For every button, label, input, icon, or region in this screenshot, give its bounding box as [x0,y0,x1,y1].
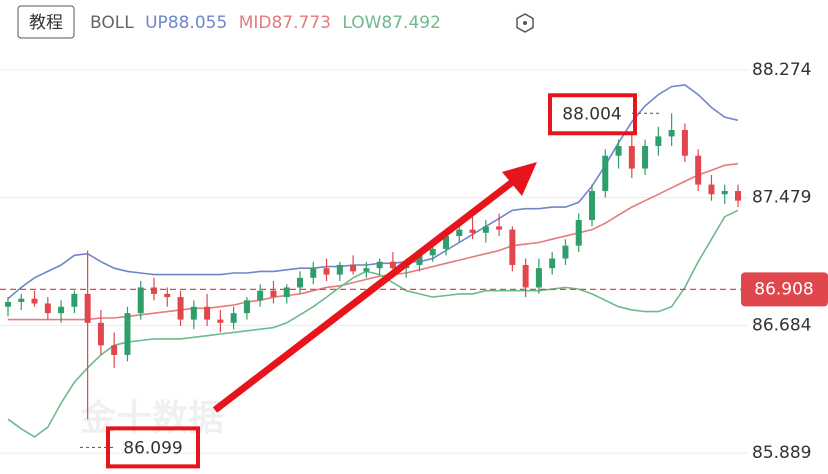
current-price-tag [741,272,828,307]
indicator: BOLL [90,13,134,33]
settings-icon-dot [523,21,527,25]
upper-value: 88.055 [168,13,227,33]
candle-body [84,293,91,323]
tutorial-button[interactable] [17,5,75,39]
candle-body [124,313,131,355]
candle-body [522,264,529,288]
candle-body [44,303,51,314]
candle-body [283,287,290,298]
y-tick-label: 88.274 [752,60,811,80]
arrow-head [502,162,537,196]
candle-body [509,229,516,265]
y-tick-label: 87.479 [752,188,811,208]
candle-body [443,236,449,249]
candle-body [97,322,104,346]
candle-body [137,287,144,314]
candle-body [177,297,184,320]
candle-body [535,268,542,288]
candle-body [257,290,264,301]
candle-body [270,290,277,298]
candle-body [416,255,423,265]
middle-value: 87.773 [271,13,330,33]
candle-body [735,191,741,201]
low-marker-label: 86.099 [123,438,182,458]
tutorial-label[interactable]: 教程 [29,13,63,33]
candle-body [695,155,702,185]
candle-body [549,258,556,269]
lower-value: 87.492 [381,13,440,33]
upper-label: UP [145,13,168,33]
candle-body [482,226,489,233]
candle-body [5,301,11,307]
candle-body [297,277,303,288]
candle-body [708,184,715,195]
candle-body [164,293,171,298]
candle-body [389,261,396,269]
candle-body [602,155,609,192]
candle-body [721,191,728,195]
candle-body [243,300,250,314]
candle-body [310,268,317,278]
watermark: 金十数据 [79,397,224,439]
candle-body [323,268,330,275]
overlay: 88.004 86.099 [80,93,662,469]
candle-body [575,219,582,246]
candle-body [668,129,675,137]
candle-body [655,136,662,147]
candle-body [376,261,383,269]
candle-body [469,229,476,233]
arrow-shaft [212,177,518,413]
candle-body [18,298,25,302]
candle-body [230,313,237,323]
candle-body [562,245,569,259]
y-tick-label: 85.889 [752,443,811,463]
candle-body [496,226,503,230]
middle-label: MID [239,13,272,33]
candle-body [151,287,157,294]
candle-body [429,248,436,256]
candle-body [350,264,357,272]
candle-body [190,306,197,320]
candle-body [58,306,65,314]
candle-body [217,319,224,323]
candle-body [31,298,38,304]
candle-body [204,306,211,320]
candle-body [363,268,370,272]
candle-body [589,191,595,220]
y-tick-label: 86.684 [752,315,811,335]
high-marker-label: 88.004 [562,104,621,124]
candle-body [456,229,463,237]
candle-body [615,146,622,156]
boll-header: BOLL UP88.055 MID87.773 LOW87.492 [90,13,441,33]
candle-body [628,146,635,169]
candle-body [111,345,118,355]
settings-icon[interactable] [516,13,534,33]
current-price-label: 86.908 [754,279,813,299]
candle-body [642,146,649,169]
high-marker-box [548,93,637,136]
candle-body [71,293,78,307]
lower-label: LOW [342,13,381,33]
low-marker-box [106,426,200,469]
candle-body [336,264,343,275]
candle-body [681,129,688,156]
